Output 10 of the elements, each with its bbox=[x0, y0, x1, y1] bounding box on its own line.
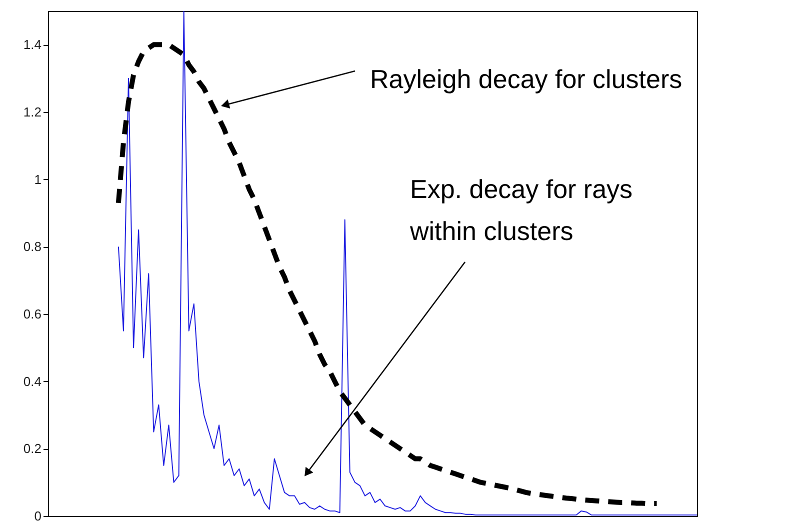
y-tick-label: 0.2 bbox=[23, 441, 42, 456]
y-tick-label: 1.2 bbox=[23, 104, 42, 120]
y-tick-label: 0 bbox=[34, 508, 42, 524]
annotation: Rayleigh decay for clusters bbox=[370, 64, 682, 94]
y-tick-label: 1 bbox=[34, 172, 42, 187]
y-tick-label: 1.4 bbox=[23, 37, 42, 52]
y-tick-label: 0.4 bbox=[23, 374, 42, 389]
y-tick-label: 0.6 bbox=[23, 306, 42, 322]
y-tick-label: 0.8 bbox=[23, 239, 42, 254]
annotation: Exp. decay for rays within clusters bbox=[409, 174, 633, 246]
